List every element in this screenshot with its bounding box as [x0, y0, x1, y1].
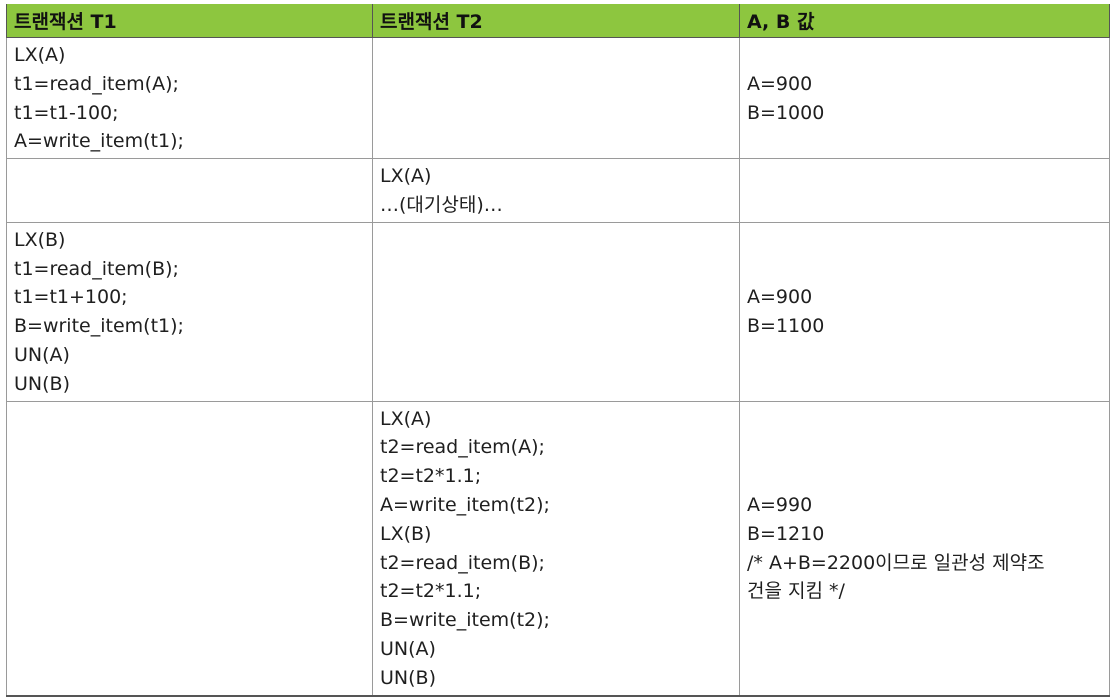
cell-line: t1=t1-100;	[14, 101, 119, 124]
header-t2: 트랜잭션 T2	[372, 4, 740, 38]
table-row: LX(A) t1=read_item(A); t1=t1-100; A=write_i…	[6, 36, 1110, 160]
table-row: LX(A) …(대기상태)…	[6, 158, 1110, 223]
cell-line: LX(A)	[14, 44, 66, 66]
header-t1: 트랜잭션 T1	[6, 4, 373, 38]
t1-cell	[6, 158, 373, 223]
cell-line: LX(B)	[380, 522, 432, 545]
values-cell: A=900 B=1000	[739, 36, 1110, 160]
t2-cell: LX(A) …(대기상태)…	[372, 158, 740, 223]
cell-line: B=1000	[747, 101, 825, 124]
cell-line: LX(A)	[380, 165, 432, 188]
cell-line: t2=read_item(A);	[380, 436, 545, 459]
cell-line: t2=t2*1.1;	[380, 465, 482, 488]
cell-line: B=write_item(t1);	[14, 315, 184, 338]
cell-line: B=write_item(t2);	[380, 609, 550, 632]
cell-line: UN(A)	[380, 637, 436, 660]
cell-line: t2=t2*1.1;	[380, 580, 482, 603]
cell-line: A=990	[747, 493, 813, 516]
cell-line: B=1210	[747, 522, 825, 545]
header-row: 트랜잭션 T1 트랜잭션 T2 A, B 값	[6, 4, 1110, 38]
cell-line: A=write_item(t2);	[380, 493, 550, 516]
cell-line: t1=read_item(A);	[14, 72, 179, 95]
table-row: LX(A) t2=read_item(A); t2=t2*1.1; A=write_i…	[6, 400, 1110, 697]
t2-cell	[372, 36, 740, 160]
cell-line: t1=t1+100;	[14, 286, 128, 309]
t1-cell: LX(B) t1=read_item(B); t1=t1+100; B=write_i…	[6, 221, 373, 402]
cell-line: 건을 지킴 */	[747, 580, 845, 603]
cell-line: B=1100	[747, 315, 825, 338]
transaction-schedule-table: 트랜잭션 T1 트랜잭션 T2 A, B 값 LX(A) t1=read_item…	[6, 4, 1110, 697]
cell-line: t1=read_item(B);	[14, 257, 179, 280]
cell-line: UN(B)	[380, 666, 436, 689]
t1-cell	[6, 400, 373, 697]
cell-line: A=900	[747, 72, 813, 95]
values-cell: A=900 B=1100	[739, 221, 1110, 402]
cell-line: A=write_item(t1);	[14, 130, 184, 153]
cell-line: UN(A)	[14, 343, 70, 366]
cell-line: A=900	[747, 286, 813, 309]
cell-line: LX(A)	[380, 407, 432, 430]
cell-line: /* A+B=2200이므로 일관성 제약조	[747, 551, 1045, 574]
values-cell	[739, 158, 1110, 223]
cell-line: LX(B)	[14, 228, 66, 251]
t2-cell: LX(A) t2=read_item(A); t2=t2*1.1; A=write_i…	[372, 400, 740, 697]
cell-line: …(대기상태)…	[380, 193, 503, 216]
cell-line: UN(B)	[14, 372, 70, 395]
t2-cell	[372, 221, 740, 402]
t1-cell: LX(A) t1=read_item(A); t1=t1-100; A=write_i…	[6, 36, 373, 160]
table-row: LX(B) t1=read_item(B); t1=t1+100; B=write_i…	[6, 221, 1110, 402]
header-values: A, B 값	[739, 4, 1110, 38]
cell-line: t2=read_item(B);	[380, 551, 545, 574]
